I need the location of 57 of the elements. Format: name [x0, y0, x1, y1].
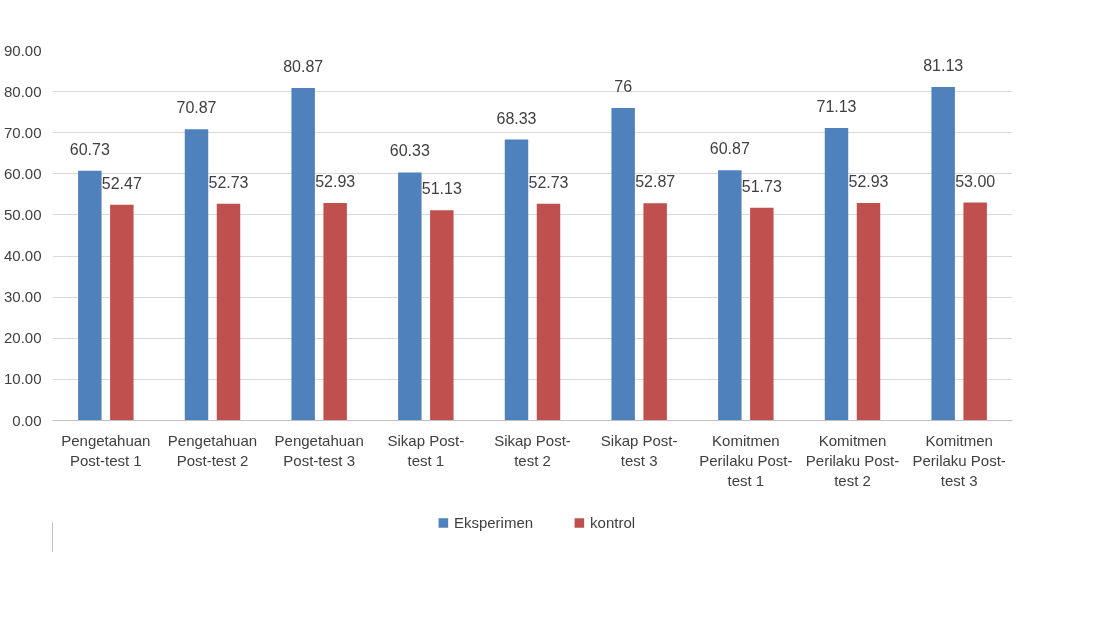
data-label: 53.00	[955, 172, 996, 190]
bar	[856, 202, 881, 421]
bar	[718, 170, 742, 421]
y-tick-label: 10.00	[3, 370, 42, 388]
x-tick-label: Pengetahuan Post-test 1	[61, 431, 151, 469]
data-label: 52.93	[315, 172, 356, 190]
bar	[963, 202, 987, 421]
bar	[291, 88, 315, 421]
x-tick-label: Sikap Post- test 2	[494, 431, 571, 469]
bar	[110, 204, 134, 421]
bar	[78, 170, 102, 421]
data-label: 51.13	[421, 180, 462, 198]
x-tick-label: Sikap Post- test 1	[387, 431, 465, 469]
bar	[430, 210, 454, 421]
data-label: 76	[614, 78, 633, 96]
data-label: 81.13	[923, 56, 964, 74]
data-label: 52.87	[635, 173, 676, 191]
y-tick-label: 50.00	[3, 205, 42, 223]
data-label: 60.87	[709, 140, 750, 158]
data-label: 52.73	[528, 173, 569, 191]
bar	[504, 139, 529, 421]
y-tick-label: 60.00	[3, 164, 42, 182]
bar	[398, 172, 422, 421]
bar	[323, 202, 347, 421]
data-label: 60.33	[389, 142, 430, 160]
bar	[824, 128, 849, 421]
bar	[611, 108, 635, 421]
y-tick-label: 80.00	[3, 82, 42, 100]
x-tick-label: Sikap Post- test 3	[600, 431, 678, 469]
x-tick-label: Komitmen Perilaku Post- test 3	[912, 431, 1006, 490]
data-label: 51.73	[741, 177, 782, 195]
y-tick-label: 90.00	[3, 41, 42, 59]
legend-label: Eksperimen	[453, 513, 534, 531]
x-tick-label: Komitmen Perilaku Post- test 1	[699, 431, 793, 490]
bar	[184, 129, 209, 421]
x-tick-label: Pengetahuan Post-test 3	[274, 431, 364, 469]
y-tick-label: 0.00	[12, 411, 42, 429]
data-label: 52.73	[208, 173, 249, 191]
data-label: 68.33	[496, 109, 537, 127]
bar	[750, 207, 774, 421]
y-tick-label: 30.00	[3, 288, 42, 306]
x-tick-label: Pengetahuan Post-test 2	[167, 431, 258, 469]
y-tick-label: 40.00	[3, 247, 42, 265]
data-label: 52.93	[848, 172, 889, 190]
data-label: 71.13	[816, 98, 857, 116]
y-tick-label: 20.00	[3, 329, 42, 347]
data-label: 80.87	[283, 58, 324, 76]
bar	[536, 203, 561, 421]
data-label: 60.73	[69, 140, 110, 158]
y-tick-label: 70.00	[3, 123, 42, 141]
bar	[643, 203, 667, 421]
legend-label: kontrol	[590, 513, 636, 531]
x-tick-label: Komitmen Perilaku Post- test 2	[805, 431, 900, 490]
data-label: 70.87	[176, 99, 217, 117]
bar	[931, 86, 955, 421]
data-label: 52.47	[101, 174, 142, 192]
bar	[216, 203, 241, 421]
